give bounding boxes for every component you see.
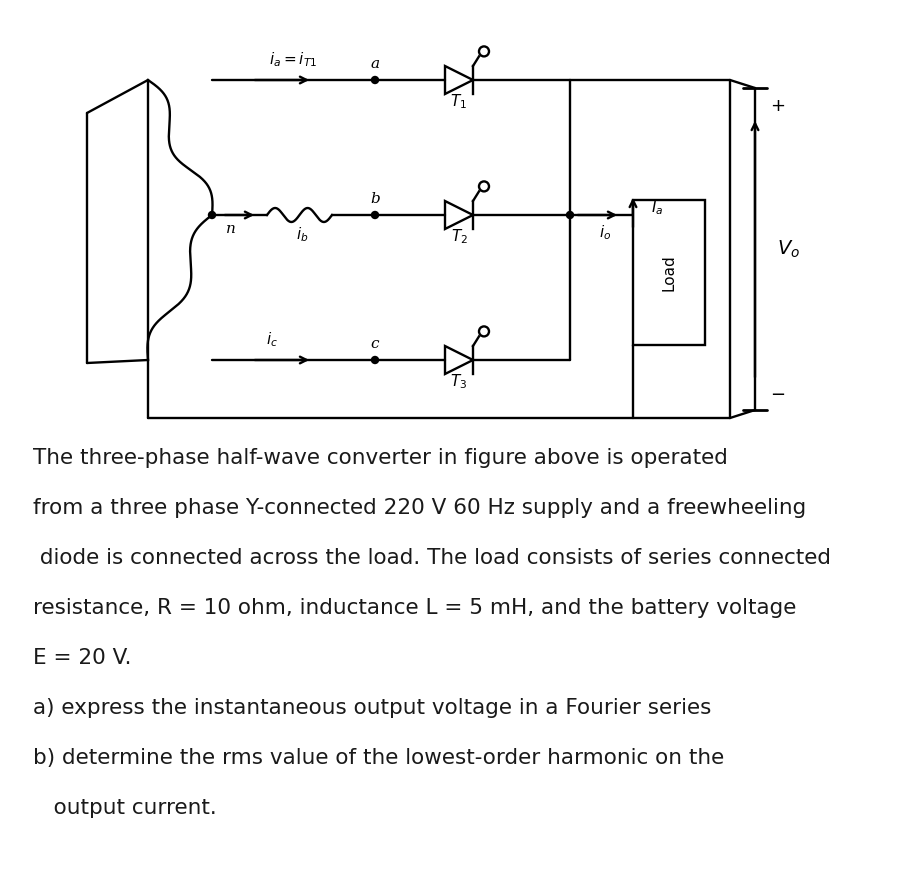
- Text: c: c: [370, 337, 379, 351]
- Circle shape: [567, 211, 573, 218]
- Text: E = 20 V.: E = 20 V.: [33, 648, 132, 668]
- Text: $T_3$: $T_3$: [450, 373, 467, 391]
- Text: b) determine the rms value of the lowest-order harmonic on the: b) determine the rms value of the lowest…: [33, 748, 724, 768]
- Text: $i_b$: $i_b$: [296, 225, 309, 244]
- Text: $i_c$: $i_c$: [266, 331, 278, 349]
- Circle shape: [208, 211, 215, 218]
- Circle shape: [371, 211, 379, 218]
- Text: b: b: [370, 192, 379, 206]
- Text: Load: Load: [661, 254, 676, 291]
- Text: $T_1$: $T_1$: [450, 93, 467, 112]
- Text: $i_o$: $i_o$: [599, 223, 611, 243]
- Text: $i_a = i_{T1}$: $i_a = i_{T1}$: [269, 51, 318, 69]
- Text: +: +: [770, 97, 785, 115]
- Text: $T_2$: $T_2$: [450, 228, 467, 246]
- Bar: [633, 200, 705, 345]
- Text: diode is connected across the load. The load consists of series connected: diode is connected across the load. The …: [33, 548, 831, 568]
- Text: a) express the instantaneous output voltage in a Fourier series: a) express the instantaneous output volt…: [33, 698, 711, 718]
- Text: n: n: [226, 222, 236, 236]
- Text: $I_a$: $I_a$: [651, 198, 663, 217]
- Text: from a three phase Y-connected 220 V 60 Hz supply and a freewheeling: from a three phase Y-connected 220 V 60 …: [33, 498, 806, 518]
- Circle shape: [371, 77, 379, 84]
- Text: $V_o$: $V_o$: [777, 238, 800, 259]
- Text: −: −: [770, 386, 785, 404]
- Text: The three-phase half-wave converter in figure above is operated: The three-phase half-wave converter in f…: [33, 448, 727, 468]
- Text: output current.: output current.: [33, 798, 217, 818]
- Text: a: a: [370, 57, 379, 71]
- Circle shape: [371, 356, 379, 363]
- Text: resistance, R = 10 ohm, inductance L = 5 mH, and the battery voltage: resistance, R = 10 ohm, inductance L = 5…: [33, 598, 797, 618]
